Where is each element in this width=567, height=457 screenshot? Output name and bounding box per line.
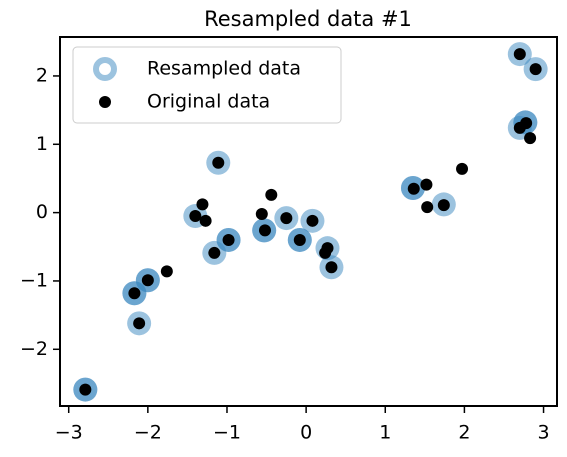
original-point — [421, 201, 434, 214]
legend-marker — [93, 57, 117, 81]
original-point — [306, 214, 319, 227]
original-point — [128, 287, 141, 300]
original-point — [212, 156, 225, 169]
x-tick-label: 0 — [300, 422, 312, 444]
plot-frame — [59, 36, 558, 407]
original-point — [420, 178, 433, 191]
y-tick-label: −2 — [20, 338, 48, 360]
x-tick-label: −3 — [55, 422, 83, 444]
original-point — [265, 188, 278, 201]
original-point — [524, 132, 537, 145]
original-point — [437, 199, 450, 212]
y-tick-label: 1 — [36, 133, 48, 155]
x-tick-label: 2 — [458, 422, 470, 444]
original-point — [141, 274, 154, 287]
original-point — [520, 117, 533, 130]
original-point — [133, 317, 146, 330]
original-point — [189, 210, 202, 223]
legend-box — [72, 46, 342, 124]
y-tick-label: 0 — [36, 201, 48, 223]
x-tick-label: −2 — [134, 422, 162, 444]
original-point — [407, 182, 420, 195]
original-point — [321, 242, 334, 255]
x-tick-label: 1 — [379, 422, 391, 444]
legend-marker — [99, 96, 111, 108]
x-tick-label: −1 — [213, 422, 241, 444]
y-tick-label: 2 — [36, 64, 48, 86]
original-point — [196, 198, 209, 211]
original-point — [529, 63, 542, 76]
original-point — [456, 162, 469, 175]
y-tick-label: −1 — [20, 269, 48, 291]
legend-label: Original data — [147, 91, 270, 113]
original-point — [325, 261, 338, 274]
original-point — [258, 224, 271, 237]
chart-title: Resampled data #1 — [204, 7, 412, 31]
original-point — [293, 233, 306, 246]
x-tick-label: 3 — [537, 422, 549, 444]
original-point — [513, 48, 526, 61]
original-point — [222, 233, 235, 246]
original-point — [255, 207, 268, 220]
legend-label: Resampled data — [147, 58, 301, 80]
original-point — [199, 214, 212, 227]
original-point — [79, 383, 92, 396]
original-point — [280, 212, 293, 225]
original-point — [160, 265, 173, 278]
original-point — [208, 246, 221, 259]
